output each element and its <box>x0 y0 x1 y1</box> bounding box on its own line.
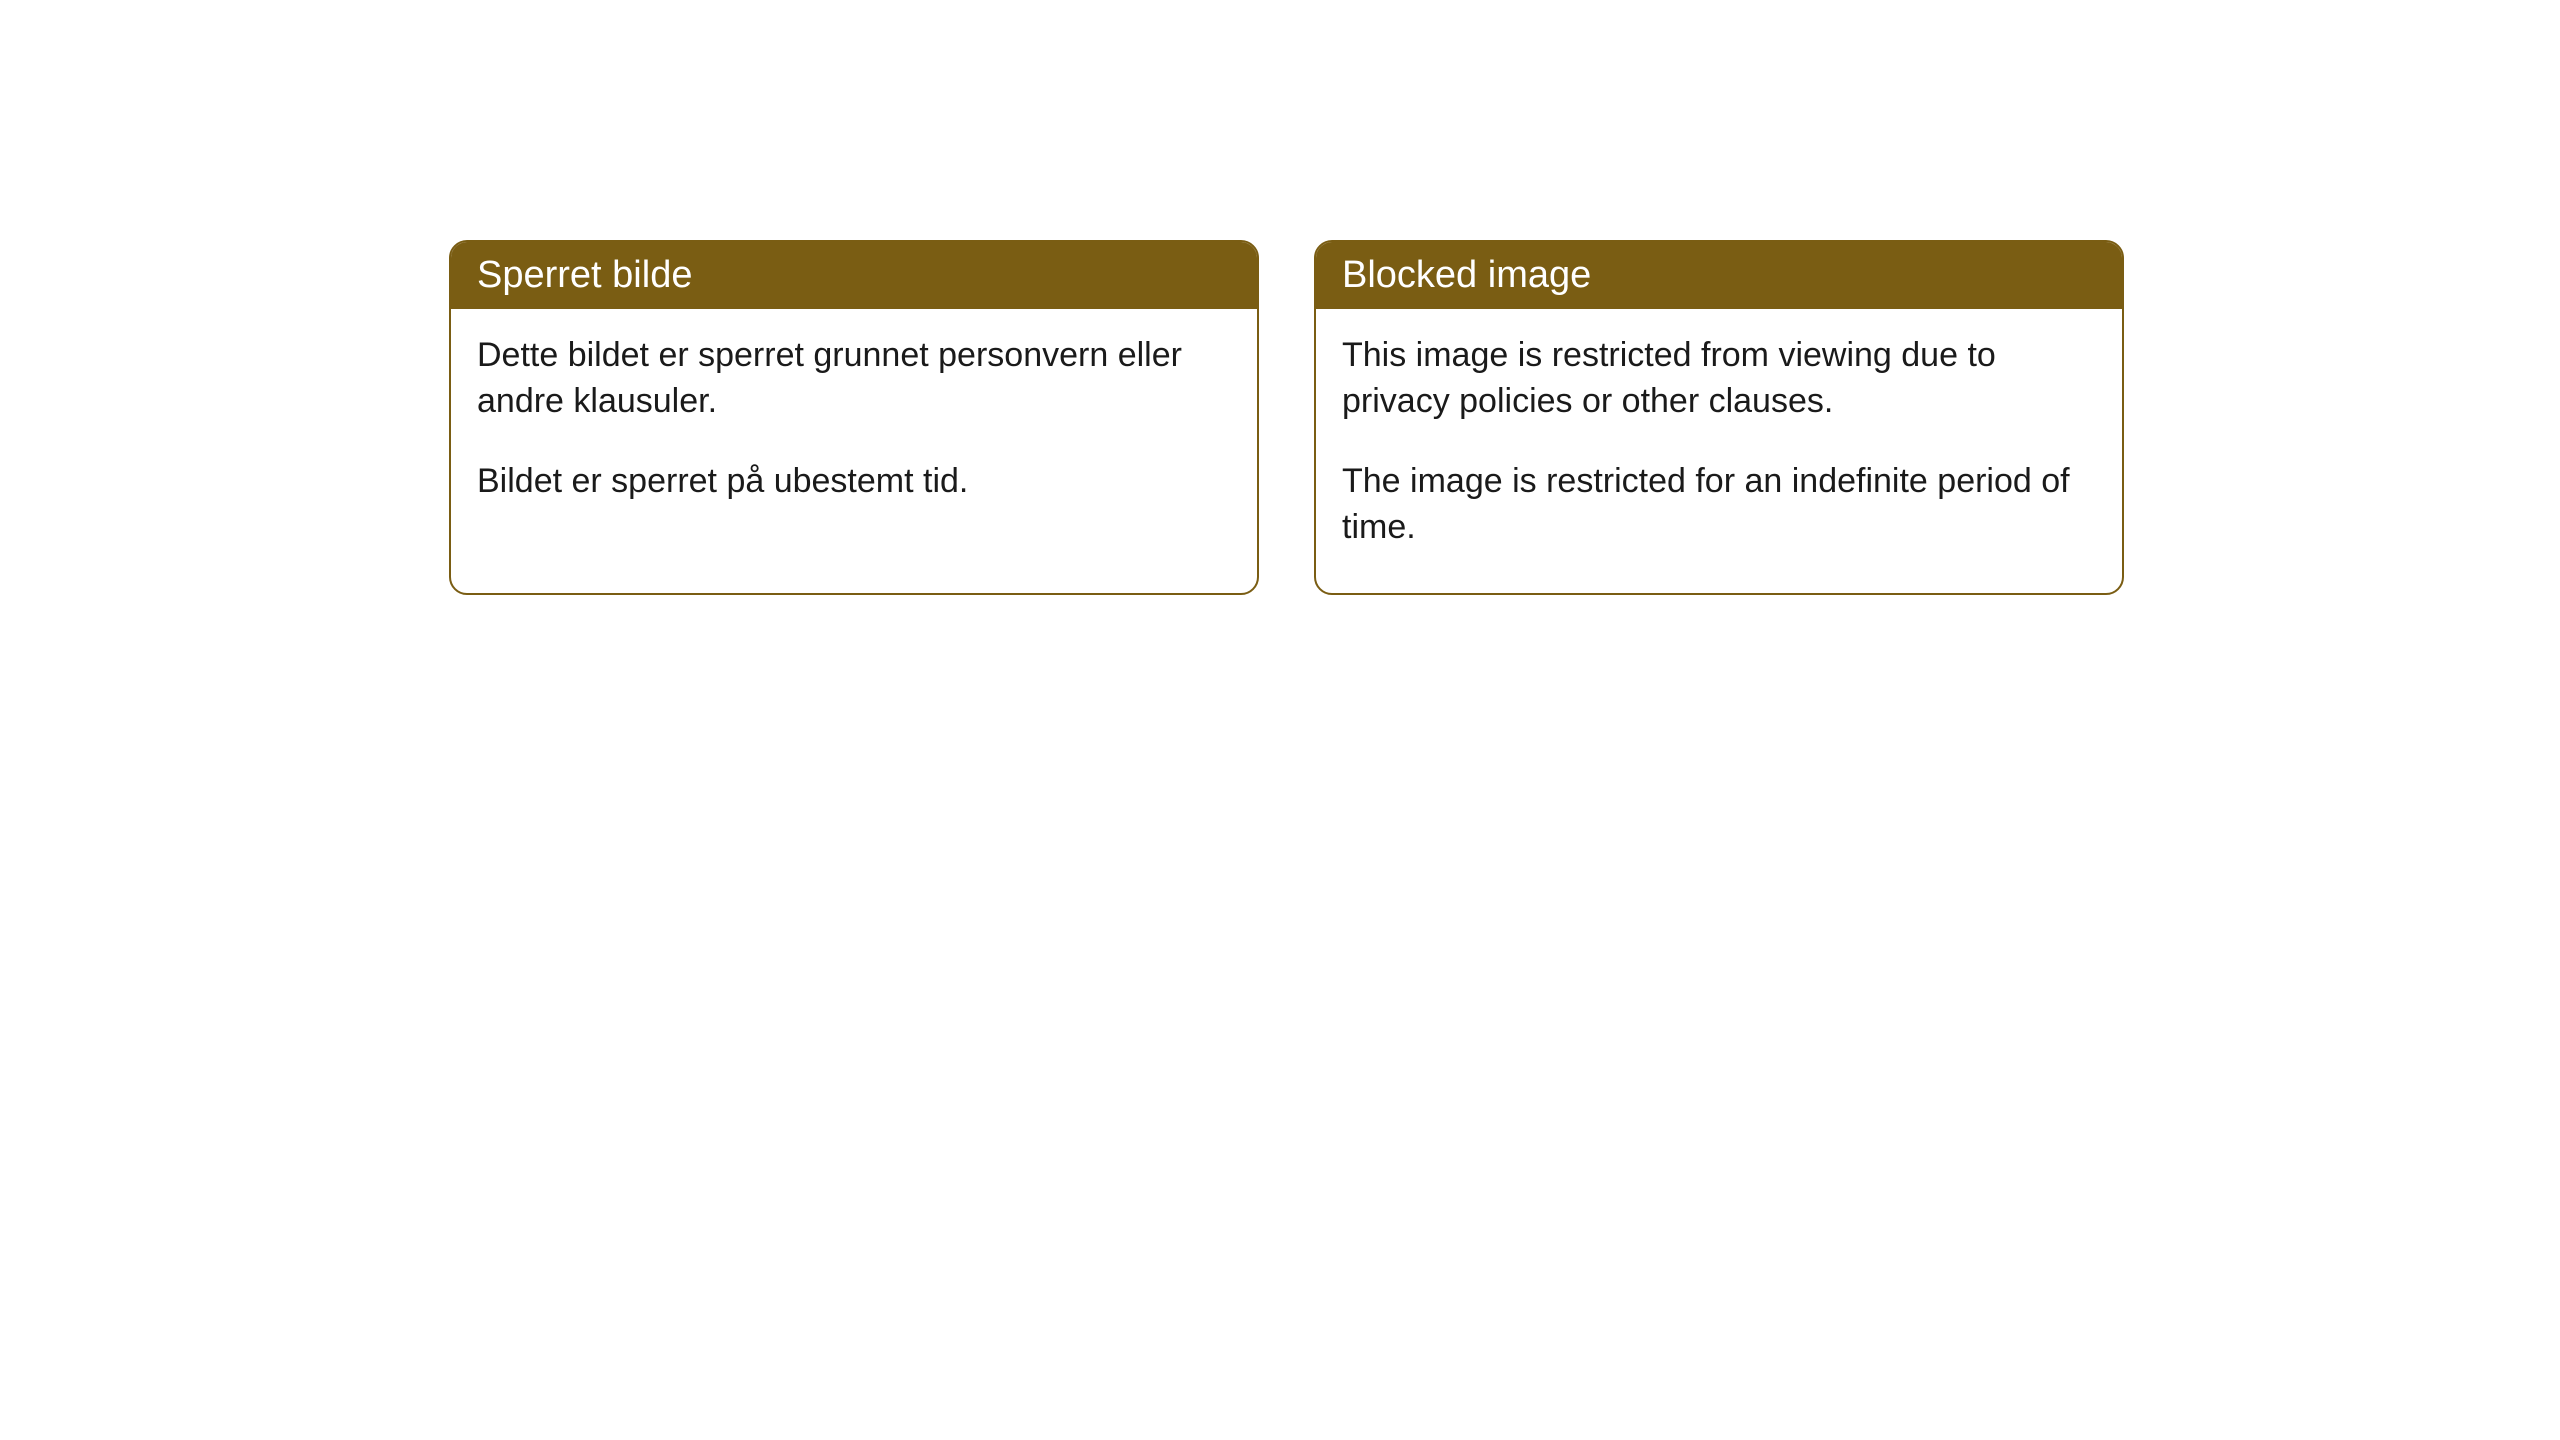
card-header-english: Blocked image <box>1316 242 2122 309</box>
card-title-norwegian: Sperret bilde <box>477 254 692 296</box>
card-paragraph-1-norwegian: Dette bildet er sperret grunnet personve… <box>477 333 1231 425</box>
card-body-norwegian: Dette bildet er sperret grunnet personve… <box>451 309 1257 547</box>
card-paragraph-1-english: This image is restricted from viewing du… <box>1342 333 2096 425</box>
blocked-image-card-english: Blocked image This image is restricted f… <box>1314 240 2124 595</box>
card-paragraph-2-norwegian: Bildet er sperret på ubestemt tid. <box>477 459 1231 505</box>
blocked-image-card-norwegian: Sperret bilde Dette bildet er sperret gr… <box>449 240 1259 595</box>
card-header-norwegian: Sperret bilde <box>451 242 1257 309</box>
card-title-english: Blocked image <box>1342 254 1591 296</box>
card-body-english: This image is restricted from viewing du… <box>1316 309 2122 593</box>
cards-container: Sperret bilde Dette bildet er sperret gr… <box>0 0 2560 595</box>
card-paragraph-2-english: The image is restricted for an indefinit… <box>1342 459 2096 551</box>
